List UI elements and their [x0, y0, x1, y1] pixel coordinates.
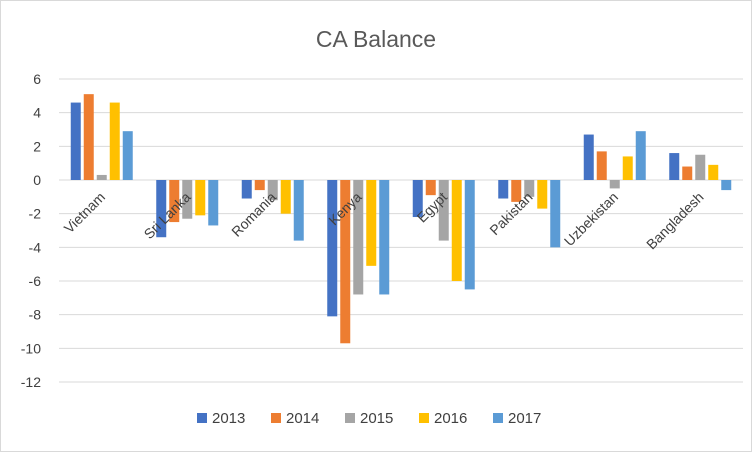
x-category-label: Romania — [228, 189, 279, 240]
legend-swatch — [493, 413, 503, 423]
legend-swatch — [271, 413, 281, 423]
y-tick-label: 4 — [33, 105, 41, 121]
bar-uzbekistan-2015 — [609, 180, 620, 189]
y-tick-label: 2 — [33, 138, 41, 154]
bar-bangladesh-2015 — [695, 154, 706, 180]
y-axis-ticks: 6 4 2 0 -2 -4 -6 -8 -10 -12 — [21, 71, 41, 390]
bar-pakistan-2016 — [537, 180, 548, 209]
bar-uzbekistan-2013 — [583, 134, 594, 180]
legend-item-2017: 2017 — [493, 410, 541, 427]
bar-kenya-2015 — [353, 180, 364, 295]
bar-uzbekistan-2014 — [596, 151, 607, 180]
bar-vietnam-2017 — [122, 131, 133, 180]
bar-romania-2016 — [280, 180, 291, 214]
y-tick-label: 6 — [33, 71, 41, 87]
bar-romania-2017 — [293, 180, 304, 241]
y-tick-label: -6 — [29, 273, 42, 289]
y-tick-label: -4 — [29, 239, 42, 255]
legend-swatch — [345, 413, 355, 423]
bar-bangladesh-2013 — [669, 153, 680, 180]
bar-bangladesh-2014 — [682, 166, 693, 180]
legend-label: 2015 — [360, 410, 393, 427]
bar-kenya-2014 — [340, 180, 351, 344]
bar-egypt-2017 — [464, 180, 475, 290]
chart-title: CA Balance — [316, 26, 436, 52]
legend-label: 2014 — [286, 410, 319, 427]
x-category-label: Bangladesh — [643, 189, 707, 253]
y-tick-label: -12 — [21, 374, 41, 390]
bar-kenya-2016 — [366, 180, 377, 266]
legend-item-2013: 2013 — [197, 410, 245, 427]
legend-item-2014: 2014 — [271, 410, 319, 427]
y-tick-label: -2 — [29, 206, 42, 222]
bar-uzbekistan-2016 — [622, 156, 633, 180]
bar-romania-2013 — [241, 180, 252, 199]
bar-kenya-2013 — [327, 180, 338, 317]
legend: 2013 2014 2015 2016 2017 — [197, 410, 541, 427]
legend-label: 2017 — [508, 410, 541, 427]
bar-pakistan-2015 — [524, 180, 535, 197]
bar-pakistan-2013 — [498, 180, 509, 199]
x-category-label: Vietnam — [61, 189, 108, 236]
bar-egypt-2016 — [451, 180, 462, 281]
legend-label: 2013 — [212, 410, 245, 427]
legend-label: 2016 — [434, 410, 467, 427]
y-tick-label: 0 — [33, 172, 41, 188]
bar-uzbekistan-2017 — [635, 131, 646, 180]
bar-egypt-2013 — [412, 180, 423, 218]
bar-bangladesh-2016 — [708, 164, 719, 180]
legend-swatch — [419, 413, 429, 423]
bar-pakistan-2014 — [511, 180, 522, 202]
bar-vietnam-2015 — [96, 174, 107, 180]
bar-vietnam-2014 — [83, 94, 94, 180]
bar-kenya-2017 — [379, 180, 390, 295]
legend-swatch — [197, 413, 207, 423]
legend-item-2016: 2016 — [419, 410, 467, 427]
bar-vietnam-2013 — [70, 102, 81, 180]
bar-bangladesh-2017 — [721, 180, 732, 191]
bar-egypt-2014 — [425, 180, 436, 196]
bar-vietnam-2016 — [109, 102, 120, 180]
bar-sri-lanka-2017 — [208, 180, 219, 226]
legend-item-2015: 2015 — [345, 410, 393, 427]
bar-sri-lanka-2016 — [195, 180, 206, 216]
y-tick-label: -10 — [21, 340, 41, 356]
bar-sri-lanka-2015 — [182, 180, 193, 219]
bar-pakistan-2017 — [550, 180, 561, 248]
bars — [70, 94, 732, 344]
bar-romania-2015 — [267, 180, 278, 201]
bar-romania-2014 — [254, 180, 265, 191]
bar-egypt-2015 — [438, 180, 449, 241]
bar-sri-lanka-2013 — [156, 180, 167, 238]
bar-sri-lanka-2014 — [169, 180, 180, 223]
y-tick-label: -8 — [29, 307, 42, 323]
x-category-label: Uzbekistan — [561, 189, 621, 249]
